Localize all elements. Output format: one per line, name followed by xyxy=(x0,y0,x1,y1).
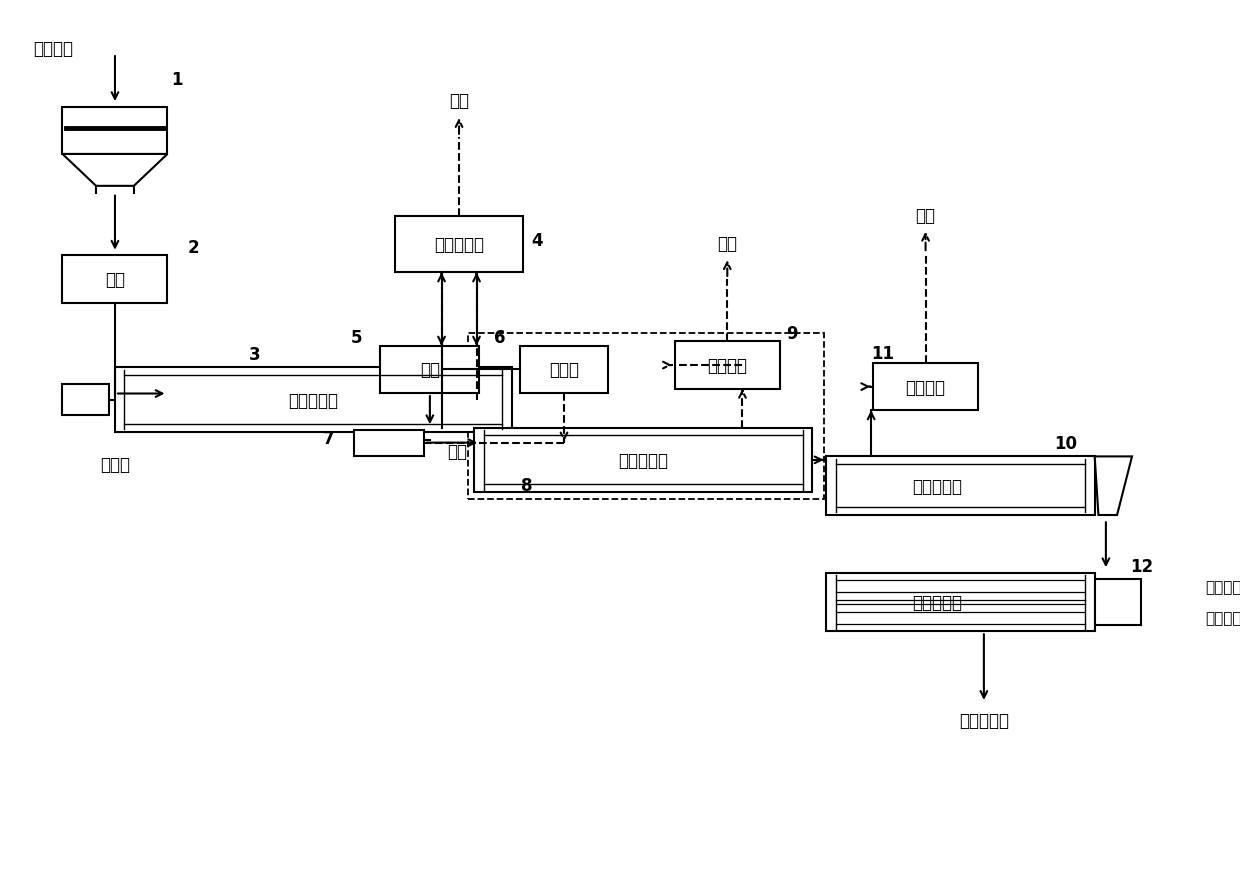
Bar xyxy=(62,385,109,415)
Text: 稀土精矿: 稀土精矿 xyxy=(33,40,73,58)
Bar xyxy=(394,217,523,273)
Text: 回转焙烧炉: 回转焙烧炉 xyxy=(913,477,962,495)
Bar xyxy=(826,457,1095,515)
Text: 10: 10 xyxy=(1054,435,1078,453)
Text: 计量: 计量 xyxy=(420,361,440,379)
Bar xyxy=(474,428,812,493)
Text: 排放: 排放 xyxy=(449,91,469,109)
Bar xyxy=(381,346,480,394)
Text: 回收装置: 回收装置 xyxy=(707,356,748,375)
Bar xyxy=(62,255,167,303)
Text: 计量: 计量 xyxy=(105,270,125,289)
Text: 进入水浸池: 进入水浸池 xyxy=(959,711,1009,729)
Bar xyxy=(826,573,1095,632)
Bar xyxy=(355,430,424,456)
Text: 回转酸化炉: 回转酸化炉 xyxy=(619,451,668,469)
Text: 回转冷却炉: 回转冷却炉 xyxy=(913,594,962,611)
Bar xyxy=(469,334,825,500)
Text: 混料: 混料 xyxy=(448,442,467,461)
Text: 稀土料: 稀土料 xyxy=(100,455,130,474)
Text: 循环进水: 循环进水 xyxy=(1205,610,1240,626)
Bar xyxy=(521,346,608,394)
Text: 2: 2 xyxy=(187,238,198,256)
Text: 干燥气除尘: 干燥气除尘 xyxy=(434,236,484,254)
Text: 排放: 排放 xyxy=(717,235,738,252)
Text: 3: 3 xyxy=(249,346,260,364)
Polygon shape xyxy=(62,155,167,187)
Text: 9: 9 xyxy=(786,324,797,342)
Text: 回转干燥炉: 回转干燥炉 xyxy=(288,391,339,409)
Bar xyxy=(675,342,780,389)
Text: 6: 6 xyxy=(494,328,505,347)
Bar xyxy=(1095,579,1141,626)
Text: 硫酸罐: 硫酸罐 xyxy=(549,361,579,379)
Text: 11: 11 xyxy=(870,344,894,362)
Text: 5: 5 xyxy=(351,328,363,347)
Polygon shape xyxy=(1095,457,1132,515)
Text: 12: 12 xyxy=(1130,557,1153,575)
Polygon shape xyxy=(62,108,167,155)
Text: 排放: 排放 xyxy=(915,207,935,225)
Text: 4: 4 xyxy=(532,232,543,250)
Text: 尾气回收: 尾气回收 xyxy=(905,378,946,396)
Text: 8: 8 xyxy=(521,477,532,494)
Text: 7: 7 xyxy=(322,430,335,448)
Bar xyxy=(873,363,978,411)
Bar xyxy=(115,368,512,433)
Text: 循环出水: 循环出水 xyxy=(1205,580,1240,594)
Text: 1: 1 xyxy=(171,71,182,89)
